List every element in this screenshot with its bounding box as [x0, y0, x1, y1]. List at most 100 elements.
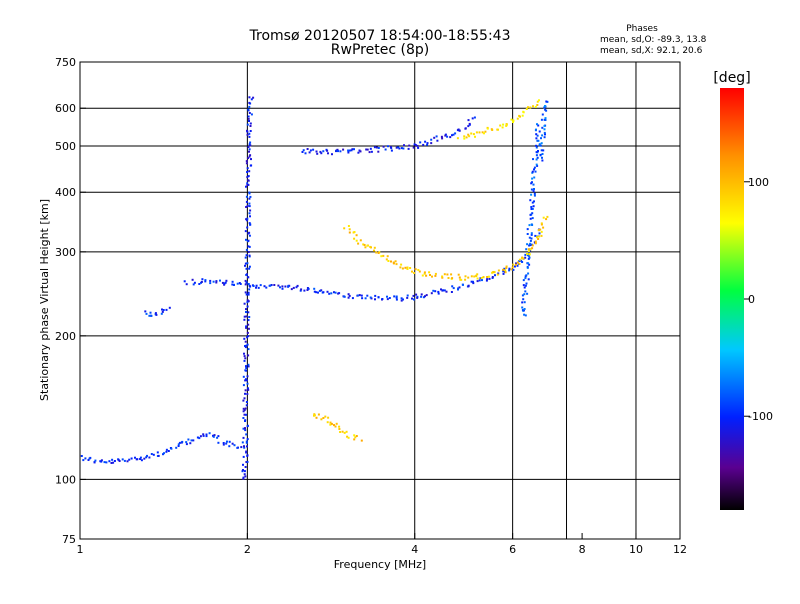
scatter-point [249, 141, 252, 144]
scatter-point [538, 130, 541, 133]
scatter-point [347, 149, 350, 152]
scatter-point [126, 460, 129, 463]
scatter-point [246, 393, 249, 395]
scatter-point [248, 245, 251, 248]
scatter-point [390, 260, 392, 263]
scatter-point [245, 440, 248, 443]
scatter-point [377, 296, 380, 299]
scatter-point [326, 149, 329, 152]
scatter-point [244, 379, 247, 382]
scatter-point [357, 242, 360, 245]
scatter-point [348, 294, 351, 297]
scatter-point [450, 291, 453, 293]
scatter-point [385, 258, 388, 261]
scatter-point [198, 437, 201, 440]
scatter-point [322, 150, 325, 153]
scatter-point [80, 455, 83, 457]
scatter-point [245, 326, 248, 329]
scatter-point [249, 215, 251, 218]
scatter-point [431, 275, 433, 278]
scatter-point [320, 289, 323, 292]
scatter-point [343, 295, 346, 298]
scatter-point [541, 159, 544, 162]
scatter-point [404, 266, 407, 269]
scatter-point [536, 123, 538, 126]
scatter-point [246, 204, 249, 207]
scatter-point [247, 175, 250, 178]
scatter-point [212, 435, 215, 438]
scatter-point [395, 146, 398, 149]
scatter-point [497, 128, 499, 131]
scatter-point [312, 148, 315, 151]
scatter-point [200, 280, 203, 283]
scatter-point [543, 124, 546, 127]
scatter-point [402, 298, 404, 301]
scatter-point [231, 442, 234, 445]
scatter-point [299, 289, 302, 292]
scatter-point [245, 267, 248, 270]
scatter-point [530, 233, 533, 236]
y-tick-label: 300 [55, 246, 76, 259]
scatter-point [247, 335, 250, 338]
scatter-point [369, 296, 372, 299]
scatter-point [452, 287, 455, 290]
scatter-point [246, 226, 249, 229]
scatter-point [502, 268, 505, 271]
scatter-point [148, 456, 151, 459]
scatter-point [513, 265, 516, 268]
scatter-point [242, 436, 245, 439]
scatter-point [428, 271, 431, 274]
scatter-point [236, 446, 239, 449]
scatter-point [493, 271, 496, 274]
scatter-point [451, 134, 453, 137]
scatter-point [231, 283, 234, 286]
scatter-point [247, 387, 249, 390]
scatter-point [185, 441, 188, 444]
colorbar [720, 88, 744, 510]
scatter-point [248, 132, 251, 135]
scatter-point [243, 409, 246, 412]
scatter-point [521, 309, 524, 311]
scatter-point [476, 273, 479, 276]
scatter-point [535, 133, 538, 136]
scatter-point [348, 228, 351, 231]
scatter-point [330, 422, 333, 425]
scatter-point [521, 294, 524, 297]
scatter-point [247, 108, 250, 111]
scatter-point [281, 287, 284, 290]
scatter-point [360, 439, 363, 442]
colorbar-tick-label: 100 [748, 176, 769, 189]
scatter-point [538, 143, 541, 146]
scatter-point [346, 435, 349, 438]
scatter-trace [538, 100, 549, 162]
scatter-point [303, 289, 306, 292]
scatter-point [486, 278, 489, 281]
scatter-point [374, 298, 376, 301]
scatter-point [306, 289, 309, 291]
scatter-point [531, 170, 534, 173]
scatter-point [143, 457, 146, 460]
scatter-point [502, 272, 505, 275]
scatter-point [528, 236, 531, 239]
scatter-point [539, 144, 542, 147]
scatter-point [351, 148, 354, 151]
scatter-point [82, 459, 85, 462]
colorbar-tick-label: -100 [748, 410, 773, 423]
scatter-point [130, 457, 133, 460]
scatter-point [202, 434, 205, 437]
scatter-point [421, 274, 424, 277]
scatter-point [519, 115, 521, 118]
scatter-point [442, 289, 444, 292]
scatter-trace [183, 228, 541, 302]
scatter-point [464, 275, 467, 278]
scatter-point [529, 242, 532, 245]
scatter-point [249, 195, 252, 198]
scatter-point [523, 301, 526, 304]
scatter-point [456, 137, 459, 140]
scatter-point [117, 458, 120, 461]
scatter-point [436, 139, 439, 142]
scatter-point [433, 136, 436, 139]
scatter-point [225, 279, 228, 282]
scatter-point [440, 135, 443, 138]
